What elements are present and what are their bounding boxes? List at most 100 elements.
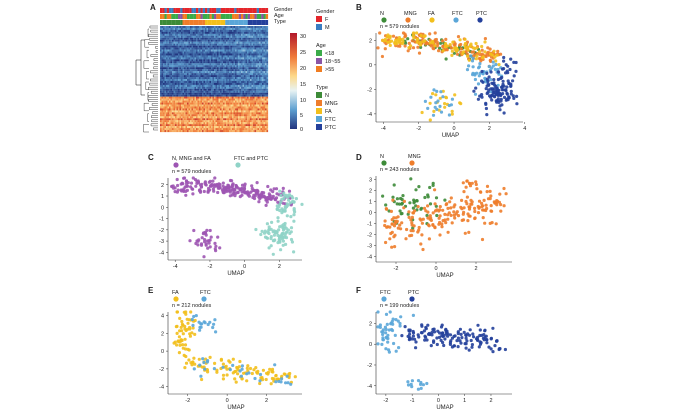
heatmap-cell xyxy=(224,45,227,48)
heatmap-cell xyxy=(164,73,167,76)
heatmap-cell xyxy=(164,37,167,40)
heatmap-cell xyxy=(172,80,174,84)
heatmap-cell xyxy=(164,45,167,48)
heatmap-cell xyxy=(200,98,203,101)
heatmap-cell xyxy=(257,104,260,107)
heatmap-cell xyxy=(247,31,249,34)
heatmap-cell xyxy=(173,110,176,113)
heatmap-cell xyxy=(256,80,258,84)
heatmap-cell xyxy=(169,73,171,76)
type-annotation-cell xyxy=(189,20,192,25)
heatmap-cell xyxy=(187,31,189,34)
heatmap-cell xyxy=(236,114,239,117)
dendrogram-branch xyxy=(149,38,158,41)
heatmap-cell xyxy=(265,94,267,97)
heatmap-cell xyxy=(185,26,188,29)
heatmap-cell xyxy=(247,90,249,93)
heatmap-cell xyxy=(250,59,252,62)
heatmap-cell xyxy=(187,61,189,64)
scatter-point xyxy=(412,31,416,35)
heatmap-cell xyxy=(238,57,240,60)
heatmap-cell xyxy=(188,55,191,58)
heatmap-cell xyxy=(172,26,174,29)
heatmap-cell xyxy=(233,39,236,42)
heatmap-cell xyxy=(226,27,228,31)
heatmap-cell xyxy=(188,120,191,123)
heatmap-cell xyxy=(164,102,167,105)
heatmap-cell xyxy=(253,53,255,56)
heatmap-cell xyxy=(187,88,189,91)
heatmap-cell xyxy=(194,100,197,103)
heatmap-cell xyxy=(229,33,231,36)
heatmap-cell xyxy=(229,88,231,91)
heatmap-cell xyxy=(203,77,206,80)
heatmap-cell xyxy=(176,118,179,121)
type-annotation-cell xyxy=(259,20,262,25)
heatmap-cell xyxy=(262,90,264,93)
heatmap-cell xyxy=(181,79,183,82)
heatmap-cell xyxy=(184,31,186,34)
heatmap-cell xyxy=(251,94,254,97)
heatmap-cell xyxy=(188,37,191,40)
heatmap-cell xyxy=(260,69,263,72)
heatmap-cell xyxy=(199,75,201,78)
heatmap-cell xyxy=(203,51,206,54)
heatmap-cell xyxy=(266,67,269,70)
heatmap-cell xyxy=(244,114,246,117)
heatmap-cell xyxy=(244,94,246,97)
heatmap-cell xyxy=(235,47,237,50)
heatmap-cell xyxy=(163,124,165,127)
heatmap-cell xyxy=(257,65,260,68)
heatmap-cell xyxy=(211,53,213,56)
scatter-point xyxy=(214,244,218,248)
heatmap-cell xyxy=(250,79,252,82)
type-annotation-cell xyxy=(198,20,201,25)
heatmap-cell xyxy=(247,49,249,52)
heatmap-cell xyxy=(221,120,224,123)
heatmap-cell xyxy=(245,49,248,52)
heatmap-cell xyxy=(203,53,206,56)
dendrogram-branch xyxy=(150,123,158,127)
type-annotation-cell xyxy=(236,20,239,25)
heatmap-cell xyxy=(205,77,207,80)
heatmap-cell xyxy=(220,35,222,38)
heatmap-cell xyxy=(226,122,228,125)
heatmap-cell xyxy=(166,124,168,127)
heatmap-cell xyxy=(263,114,266,117)
heatmap-cell xyxy=(223,130,225,133)
heatmap-cell xyxy=(190,130,192,133)
heatmap-cell xyxy=(176,90,179,93)
heatmap-cell xyxy=(220,110,222,113)
heatmap-cell xyxy=(185,110,188,113)
heatmap-cell xyxy=(257,100,260,103)
heatmap-cell xyxy=(244,130,246,133)
heatmap-cell xyxy=(187,59,189,62)
heatmap-cell xyxy=(263,79,266,82)
heatmap-cell xyxy=(161,45,164,48)
heatmap-cell xyxy=(205,86,207,89)
heatmap-cell xyxy=(185,124,188,127)
heatmap-cell xyxy=(230,27,233,31)
heatmap-cell xyxy=(223,65,225,68)
heatmap-cell xyxy=(190,128,192,131)
heatmap-cell xyxy=(226,57,228,60)
heatmap-cell xyxy=(236,55,239,58)
heatmap-cell xyxy=(235,106,237,109)
gender-annotation-cell xyxy=(241,8,244,13)
heatmap-cell xyxy=(208,73,210,76)
heatmap-cell xyxy=(194,88,197,91)
heatmap-cell xyxy=(212,96,215,99)
heatmap-cell xyxy=(233,26,236,29)
heatmap-cell xyxy=(197,120,200,123)
heatmap-cell xyxy=(248,114,251,117)
heatmap-cell xyxy=(197,92,200,95)
scatter-point xyxy=(480,79,484,83)
heatmap-cell xyxy=(242,67,245,70)
heatmap-cell xyxy=(217,47,219,50)
type-annotation-cell xyxy=(232,20,235,25)
heatmap-cell xyxy=(247,118,249,121)
heatmap-cell xyxy=(254,69,257,72)
heatmap-cell xyxy=(227,61,230,64)
heatmap-cell xyxy=(253,90,255,93)
x-tick-label: -2 xyxy=(208,264,213,270)
